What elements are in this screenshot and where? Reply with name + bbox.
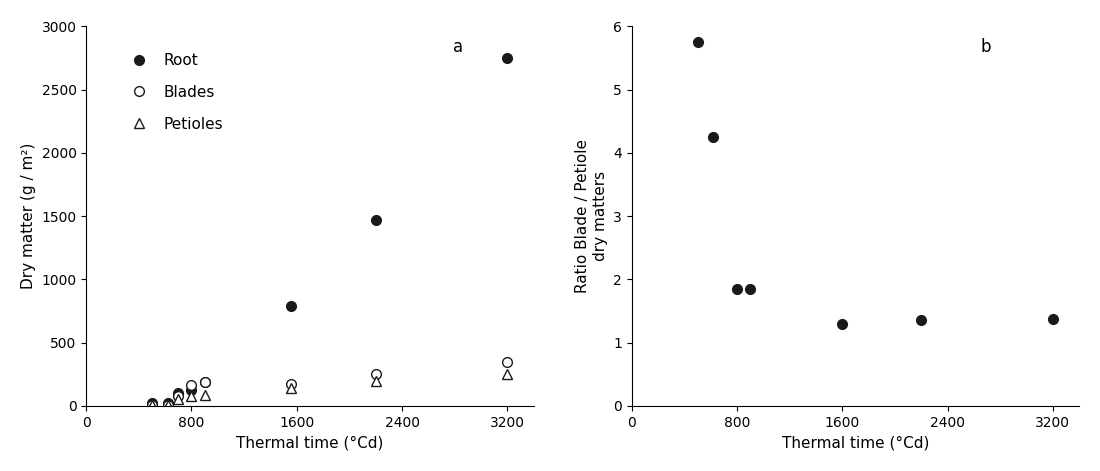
Blades — [198, 380, 211, 385]
Petioles — [145, 402, 158, 408]
Petioles — [285, 385, 298, 390]
Y-axis label: Dry matter (g / m²): Dry matter (g / m²) — [21, 143, 36, 289]
Root — [500, 55, 514, 61]
Petioles — [162, 402, 175, 408]
Blades — [145, 402, 158, 407]
Y-axis label: Ratio Blade / Petiole
dry matters: Ratio Blade / Petiole dry matters — [575, 139, 607, 293]
Root — [285, 303, 298, 309]
Legend: Root, Blades, Petioles: Root, Blades, Petioles — [117, 45, 231, 139]
Blades — [172, 394, 185, 399]
Root — [145, 400, 158, 406]
Root — [185, 387, 198, 393]
Text: a: a — [453, 38, 463, 56]
X-axis label: Thermal time (°Cd): Thermal time (°Cd) — [236, 435, 384, 450]
Root — [370, 217, 383, 223]
Root — [172, 390, 185, 396]
Line: Blades: Blades — [147, 357, 513, 409]
Petioles — [185, 394, 198, 399]
Blades — [185, 382, 198, 388]
Blades — [370, 371, 383, 376]
Petioles — [198, 392, 211, 398]
Petioles — [500, 372, 514, 377]
Petioles — [370, 378, 383, 384]
Line: Petioles: Petioles — [147, 369, 513, 410]
Blades — [285, 382, 298, 387]
Line: Root: Root — [147, 53, 513, 408]
Root — [162, 400, 175, 406]
Blades — [500, 359, 514, 365]
Petioles — [172, 396, 185, 402]
X-axis label: Thermal time (°Cd): Thermal time (°Cd) — [782, 435, 929, 450]
Root — [198, 379, 211, 385]
Blades — [162, 402, 175, 407]
Text: b: b — [981, 38, 991, 56]
